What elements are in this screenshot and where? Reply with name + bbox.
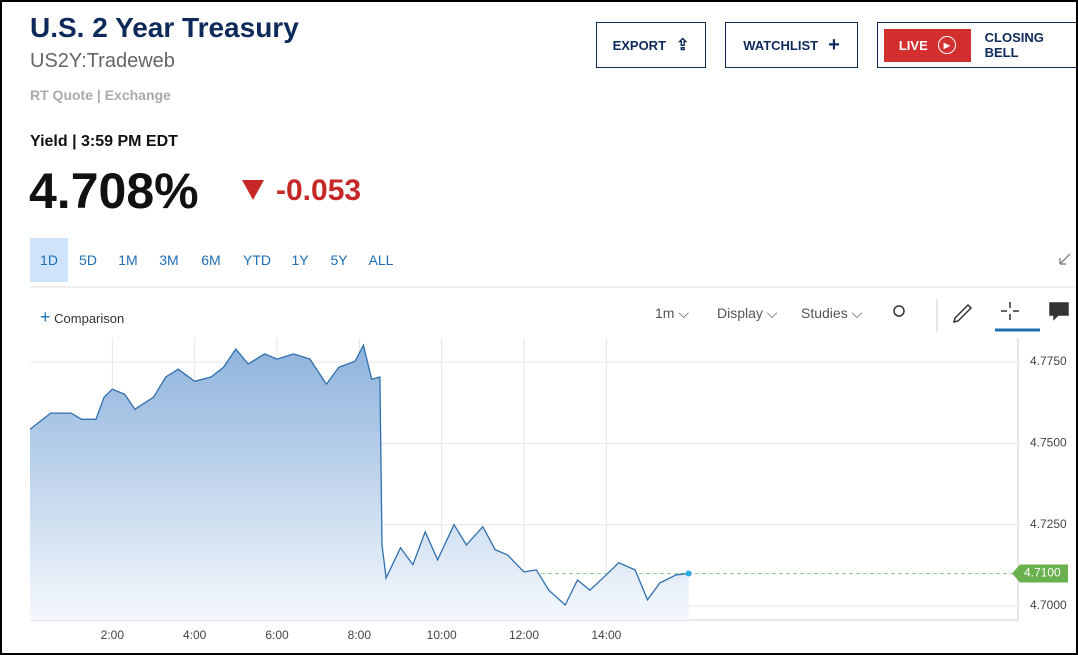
x-tick-label: 10:00 (427, 628, 457, 642)
range-tab[interactable]: 5Y (330, 252, 348, 268)
range-tab[interactable]: 5D (79, 252, 97, 268)
comparison-label: Comparison (54, 311, 125, 326)
export-button[interactable]: EXPORT ⇪ (596, 22, 706, 68)
yield-time: Yield | 3:59 PM EDT (30, 133, 178, 150)
button-label: CLOSING BELL (984, 30, 1044, 60)
range-tab[interactable]: YTD (243, 252, 271, 268)
last-price-tag (1012, 564, 1068, 583)
last-point (685, 570, 692, 577)
y-tick-label: 4.7500 (1030, 436, 1067, 450)
down-arrow (242, 180, 264, 200)
source: RT Quote | Exchange (30, 87, 171, 103)
area (30, 345, 689, 620)
range-tab[interactable]: ALL (368, 252, 394, 268)
change: -0.053 (276, 174, 362, 207)
symbol: US2Y:Tradeweb (30, 50, 175, 72)
x-tick-label: 14:00 (591, 628, 621, 642)
price: 4.708% (29, 163, 199, 219)
y-tick-label: 4.7750 (1030, 354, 1067, 368)
range-tab[interactable]: 1D (30, 238, 68, 282)
range-tab[interactable]: 1M (118, 252, 138, 268)
x-tick-label: 4:00 (183, 628, 207, 642)
button-label: LIVE (898, 37, 928, 53)
last-price-label: 4.7100 (1024, 566, 1061, 580)
range-tab[interactable]: 3M (159, 252, 179, 268)
range-tab[interactable]: 6M (201, 252, 221, 268)
x-tick-label: 2:00 (101, 628, 125, 642)
watchlist-button[interactable]: WATCHLIST + (725, 22, 858, 68)
y-tick-label: 4.7250 (1030, 517, 1067, 531)
interval-label: 1m (655, 305, 675, 321)
tool-icons (893, 253, 1071, 324)
display[interactable]: Display ⌵ (717, 305, 778, 321)
x-tick-label: 6:00 (265, 628, 289, 642)
interval[interactable]: 1m ⌵ (655, 305, 689, 321)
studies-label: Studies (801, 305, 848, 321)
range-tab[interactable]: 1Y (291, 252, 309, 268)
title: U.S. 2 Year Treasury (30, 12, 299, 43)
studies[interactable]: Studies ⌵ (801, 305, 863, 321)
line (29, 343, 689, 607)
button-label: WATCHLIST (743, 37, 819, 53)
comparison[interactable]: + Comparison (40, 307, 125, 327)
display-label: Display (717, 305, 763, 321)
button-label: EXPORT (612, 37, 667, 53)
live-button[interactable]: LIVE ▶ CLOSING BELL (877, 22, 1076, 68)
x-tick-label: 8:00 (348, 628, 372, 642)
x-tick-label: 12:00 (509, 628, 539, 642)
y-tick-label: 4.7000 (1030, 598, 1067, 612)
